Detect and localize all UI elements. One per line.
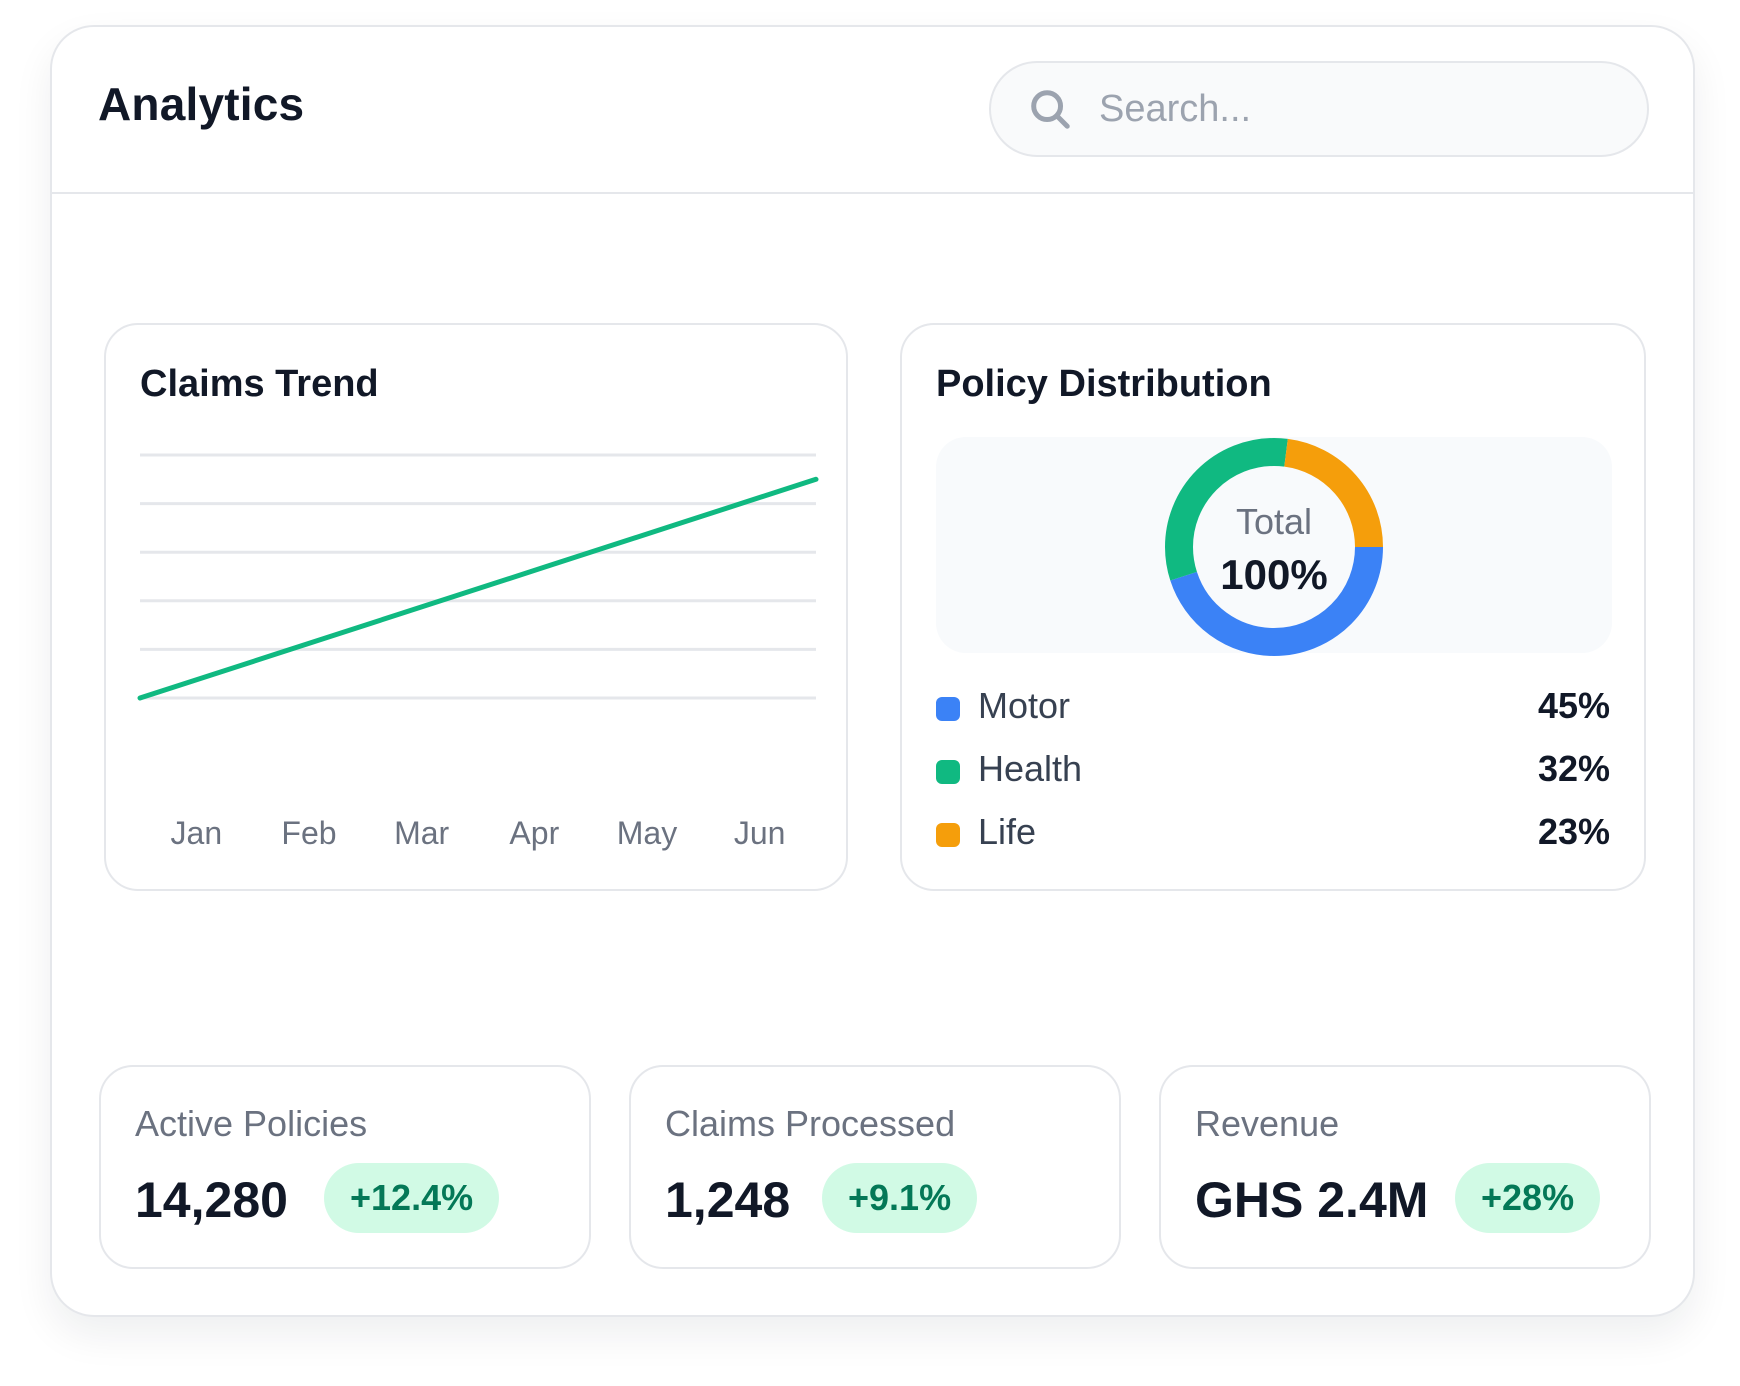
- donut-slice-health: [1165, 438, 1383, 656]
- legend-label: Motor: [978, 685, 1071, 726]
- legend-swatch-health: [936, 760, 960, 784]
- policy-legend: Motor 45% Health 32% Life 23%: [936, 683, 1612, 872]
- donut-panel: Total 100%: [936, 437, 1612, 656]
- stat-card-revenue[interactable]: Revenue GHS 2.4M +28%: [1159, 1065, 1651, 1269]
- x-tick-label: Apr: [509, 815, 560, 851]
- legend-item-motor: Motor 45%: [936, 683, 1612, 746]
- x-tick-label: Jan: [170, 815, 223, 851]
- claims-trend-title: Claims Trend: [140, 363, 379, 405]
- legend-value: 45%: [1537, 685, 1610, 726]
- legend-value: 32%: [1537, 748, 1610, 789]
- legend-swatch-life: [936, 823, 960, 847]
- page-title: Analytics: [98, 78, 305, 130]
- claims-trend-card: Claims Trend Jan Feb Mar Apr May Jun: [104, 323, 848, 891]
- change-badge: +28%: [1455, 1163, 1601, 1233]
- change-badge: +12.4%: [324, 1163, 500, 1233]
- stat-label: Claims Processed: [665, 1103, 956, 1144]
- donut-total-label: Total: [1235, 501, 1313, 542]
- stat-card-active-policies[interactable]: Active Policies 14,280 +12.4%: [99, 1065, 591, 1269]
- legend-label: Health: [978, 748, 1083, 789]
- legend-swatch-motor: [936, 697, 960, 721]
- legend-item-life: Life 23%: [936, 809, 1612, 872]
- stat-value: 14,280: [135, 1172, 288, 1228]
- policy-distribution-title: Policy Distribution: [936, 363, 1272, 405]
- search-input[interactable]: [1099, 87, 1619, 131]
- stat-card-claims-processed[interactable]: Claims Processed 1,248 +9.1%: [629, 1065, 1121, 1269]
- claims-trend-x-axis: Jan Feb Mar Apr May Jun: [140, 815, 816, 865]
- claims-trend-chart: [137, 453, 819, 701]
- search-box[interactable]: [989, 61, 1649, 157]
- policy-donut-chart: [1165, 438, 1383, 656]
- stat-label: Active Policies: [135, 1103, 368, 1144]
- change-badge: +9.1%: [822, 1163, 978, 1233]
- legend-label: Life: [978, 811, 1037, 852]
- analytics-window: Analytics Claims Trend Jan Feb Mar Apr May Ju…: [50, 25, 1695, 1317]
- donut-slice-life: [1165, 438, 1383, 656]
- x-tick-label: Mar: [394, 815, 450, 851]
- stat-value: GHS 2.4M: [1195, 1172, 1429, 1228]
- search-icon: [1031, 90, 1070, 129]
- x-tick-label: Jun: [733, 815, 786, 851]
- header: Analytics: [52, 27, 1693, 194]
- legend-item-health: Health 32%: [936, 746, 1612, 809]
- x-tick-label: May: [616, 815, 678, 851]
- stat-label: Revenue: [1195, 1103, 1340, 1144]
- donut-total-value: 100%: [1220, 551, 1328, 598]
- x-tick-label: Feb: [281, 815, 337, 851]
- legend-value: 23%: [1537, 811, 1610, 852]
- stat-value: 1,248: [665, 1172, 791, 1228]
- policy-distribution-card: Policy Distribution Total 100% Motor 45%…: [900, 323, 1646, 891]
- series-line: [137, 476, 819, 701]
